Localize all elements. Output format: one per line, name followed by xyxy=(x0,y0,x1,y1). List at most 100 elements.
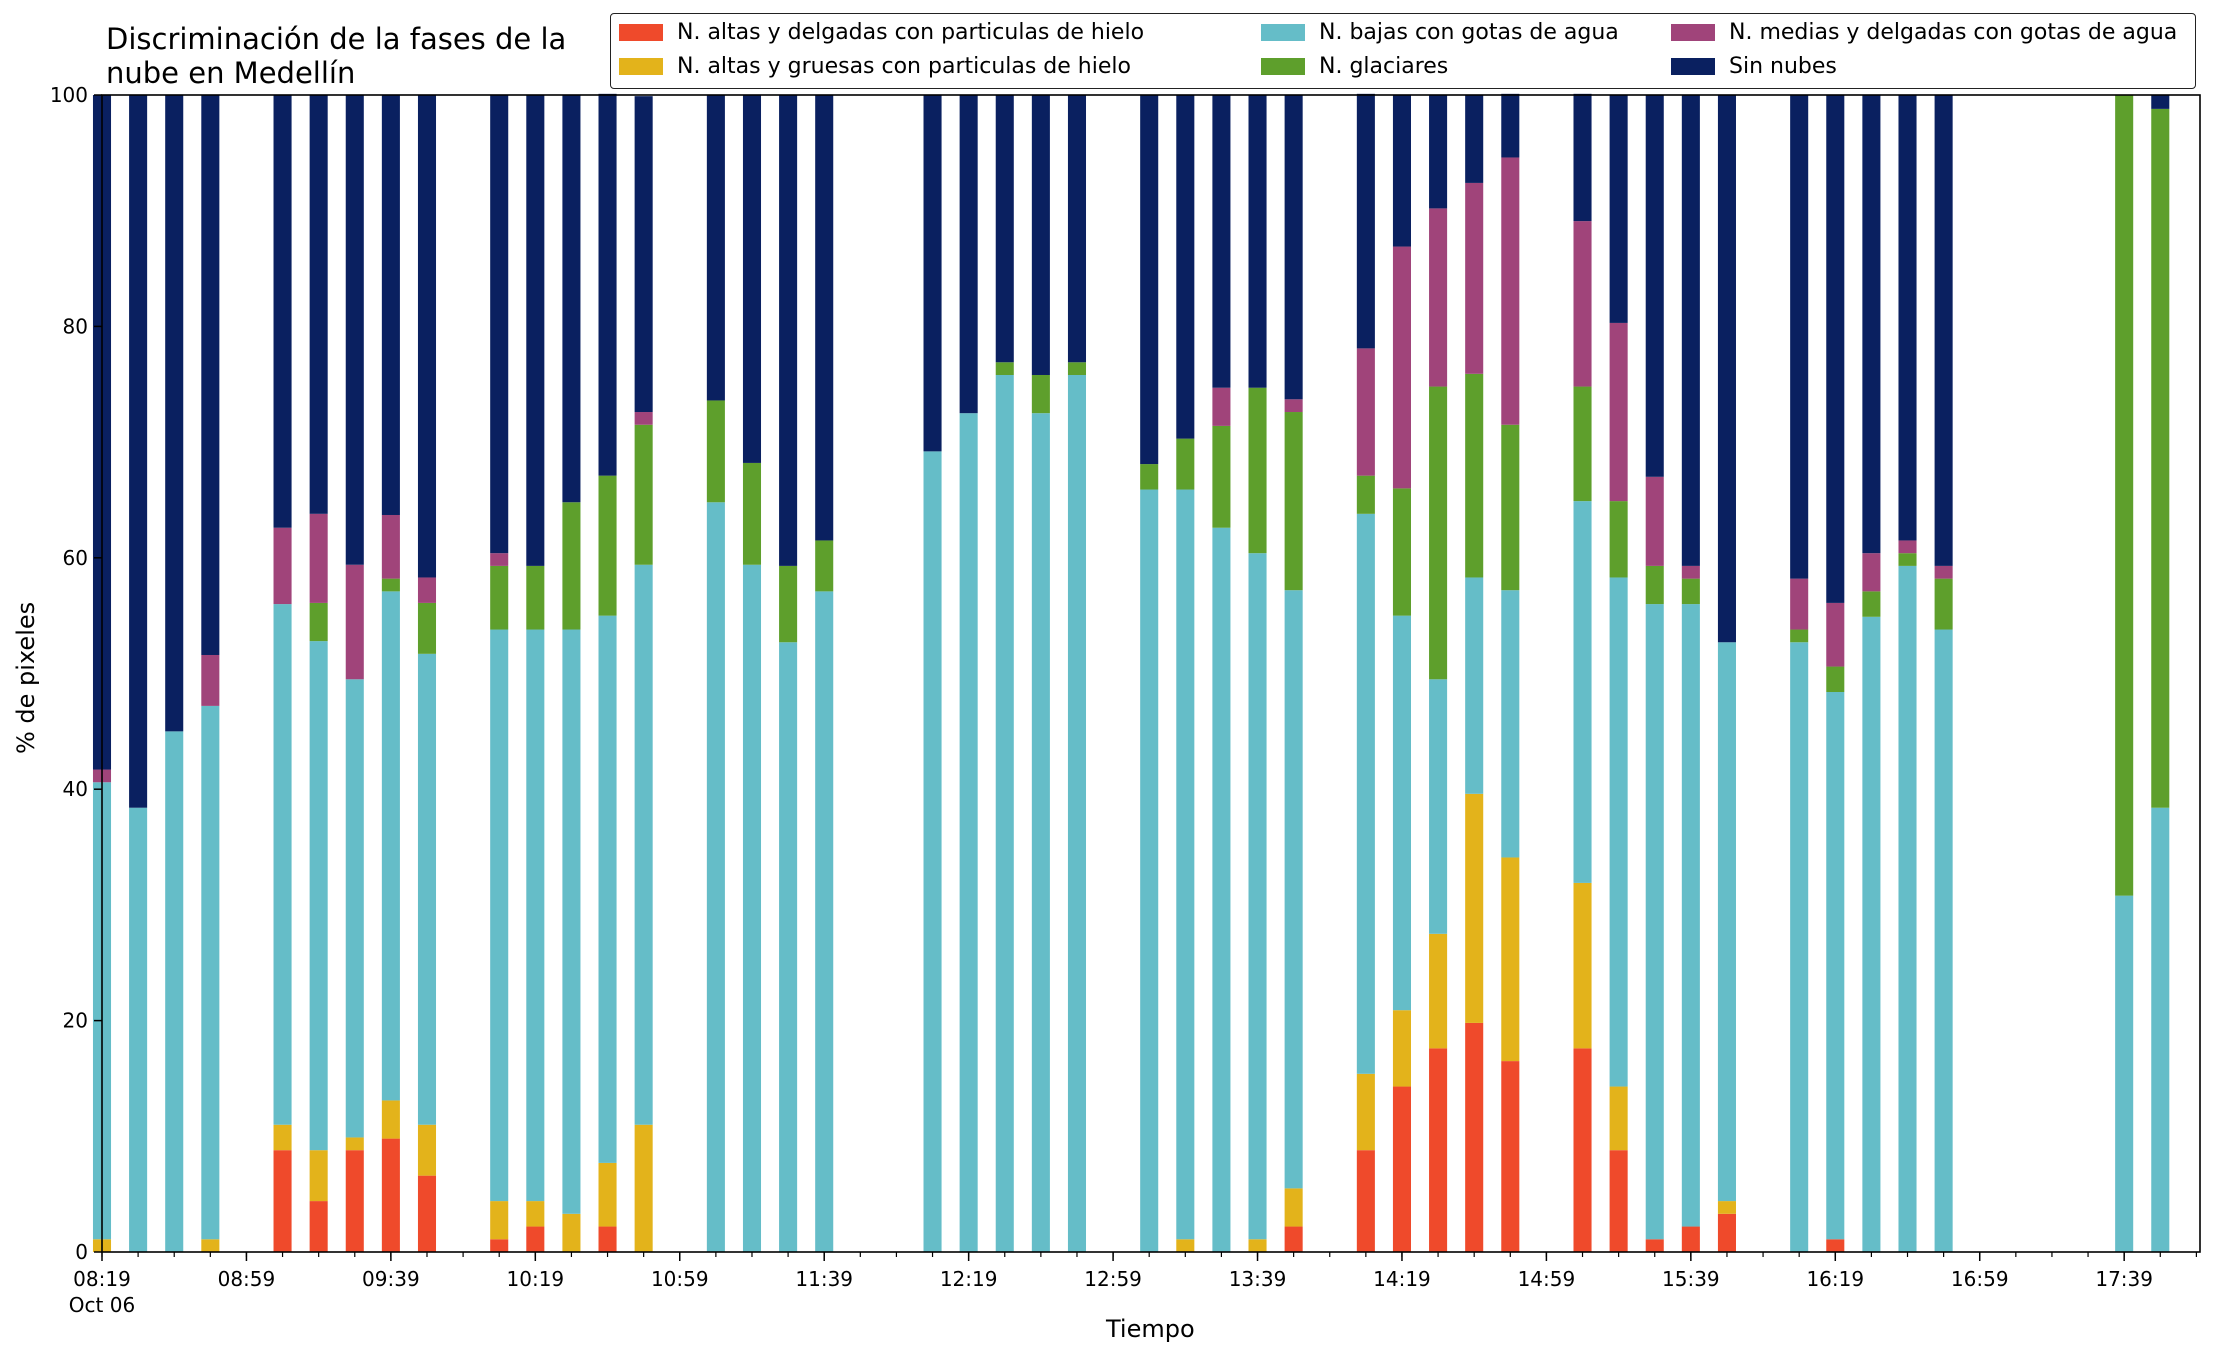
bar-segment xyxy=(634,564,653,1125)
x-tick-label: 14:19 xyxy=(1373,1267,1431,1291)
bar-segment xyxy=(490,95,509,554)
bar-segment xyxy=(815,540,834,592)
bar-segment xyxy=(526,565,545,630)
x-tick-label: 10:59 xyxy=(651,1267,709,1291)
bar-segment xyxy=(490,1201,509,1240)
bar-segment xyxy=(634,424,653,565)
bar-segment xyxy=(1212,95,1231,388)
bar-segment xyxy=(273,95,292,528)
bar-segment xyxy=(1501,1061,1520,1252)
bar-segment xyxy=(598,1162,617,1227)
bar-segment xyxy=(1681,578,1700,605)
plot-frame xyxy=(101,94,2201,1253)
x-tick-label: 12:19 xyxy=(940,1267,998,1291)
bar-segment xyxy=(345,564,364,680)
bar-segment xyxy=(1681,95,1700,566)
bar-segment xyxy=(1248,95,1267,388)
bar-segment xyxy=(273,527,292,605)
bar-segment xyxy=(1645,565,1664,605)
bar-segment xyxy=(1501,93,1520,158)
bar-segment xyxy=(1067,362,1087,375)
bar-segment xyxy=(526,629,545,1202)
bar-segment xyxy=(273,1150,292,1252)
bar-segment xyxy=(1898,565,1917,1252)
bar-segment xyxy=(309,1150,328,1202)
bar-segment xyxy=(2151,108,2170,808)
bar-segment xyxy=(1356,1073,1375,1151)
bar-segment xyxy=(1645,95,1664,477)
legend-swatch xyxy=(1261,24,1305,41)
bar-segment xyxy=(598,475,617,616)
bar-segment xyxy=(923,95,942,452)
bar-segment xyxy=(1212,425,1231,528)
bar-segment xyxy=(995,362,1014,375)
bar-segment xyxy=(417,1124,437,1176)
bar-segment xyxy=(1465,793,1484,1023)
bar-segment xyxy=(1176,438,1195,490)
bar-segment xyxy=(634,96,653,413)
bar-segment xyxy=(2115,895,2134,1252)
bar-segment xyxy=(1067,374,1087,1252)
bar-segment xyxy=(201,1239,220,1252)
bar-segment xyxy=(1031,95,1050,375)
legend-label: N. altas y delgadas con particulas de hi… xyxy=(677,20,1145,45)
bar-segment xyxy=(1898,95,1917,541)
y-tick-label: 80 xyxy=(63,314,88,338)
bar-segment xyxy=(1681,565,1700,579)
legend-label: N. altas y gruesas con particulas de hie… xyxy=(677,54,1131,79)
bar-segment xyxy=(1140,95,1159,465)
bar-segment xyxy=(1573,93,1592,222)
bar-segment xyxy=(1826,692,1845,1240)
x-tick-label: 10:19 xyxy=(507,1267,565,1291)
bar-segment xyxy=(779,565,798,643)
bar-segment xyxy=(598,1226,617,1252)
bar-segment xyxy=(201,705,220,1240)
bar-segment xyxy=(309,641,328,1151)
bar-segment xyxy=(1609,1150,1628,1252)
bar-segment xyxy=(562,629,581,1214)
bar-segment xyxy=(1717,1213,1736,1252)
bar-segment xyxy=(1717,95,1736,643)
bar-segment xyxy=(1248,553,1267,1240)
bar-segment xyxy=(779,642,798,1252)
bar-segment xyxy=(1429,933,1448,1049)
bar-segment xyxy=(309,602,328,642)
legend-label: N. bajas con gotas de agua xyxy=(1319,20,1619,45)
chart-title: Discriminación de la fases de la nube en… xyxy=(106,22,567,90)
bar-segment xyxy=(598,615,617,1163)
bar-segment xyxy=(923,451,942,1252)
bar-segment xyxy=(417,577,437,603)
x-tick-label: 16:19 xyxy=(1806,1267,1864,1291)
bar-segment xyxy=(1356,513,1375,1074)
bar-segment xyxy=(1465,1022,1484,1252)
x-tick-label: 13:39 xyxy=(1229,1267,1287,1291)
bar-segment xyxy=(165,731,184,1252)
y-tick-label: 60 xyxy=(63,546,88,570)
x-tick-label: 11:39 xyxy=(795,1267,853,1291)
bar-segment xyxy=(815,95,834,541)
bar-segment xyxy=(634,412,653,425)
x-tick-label: 14:59 xyxy=(1518,1267,1576,1291)
x-tick-label: 08:59 xyxy=(218,1267,276,1291)
bar-segment xyxy=(381,591,400,1101)
bar-segment xyxy=(1934,565,1953,579)
bar-segment xyxy=(1067,95,1087,363)
bar-segment xyxy=(1284,590,1303,1189)
legend-swatch xyxy=(1671,58,1715,75)
bar-segment xyxy=(1645,604,1664,1240)
bar-segment xyxy=(1717,1201,1736,1214)
bar-segment xyxy=(1826,602,1845,667)
bar-segment xyxy=(1573,882,1592,1049)
bar-segment xyxy=(526,1226,545,1252)
bar-segment xyxy=(1140,464,1159,490)
bar-segment xyxy=(1212,527,1231,1252)
bar-segment xyxy=(129,95,148,808)
bar-segment xyxy=(1862,95,1881,554)
x-date-label: Oct 06 xyxy=(69,1293,135,1317)
bar-segment xyxy=(526,95,545,566)
bar-segment xyxy=(417,653,437,1125)
bar-segment xyxy=(1392,615,1411,1011)
bar-segment xyxy=(634,1124,653,1252)
x-tick-label: 09:39 xyxy=(362,1267,420,1291)
